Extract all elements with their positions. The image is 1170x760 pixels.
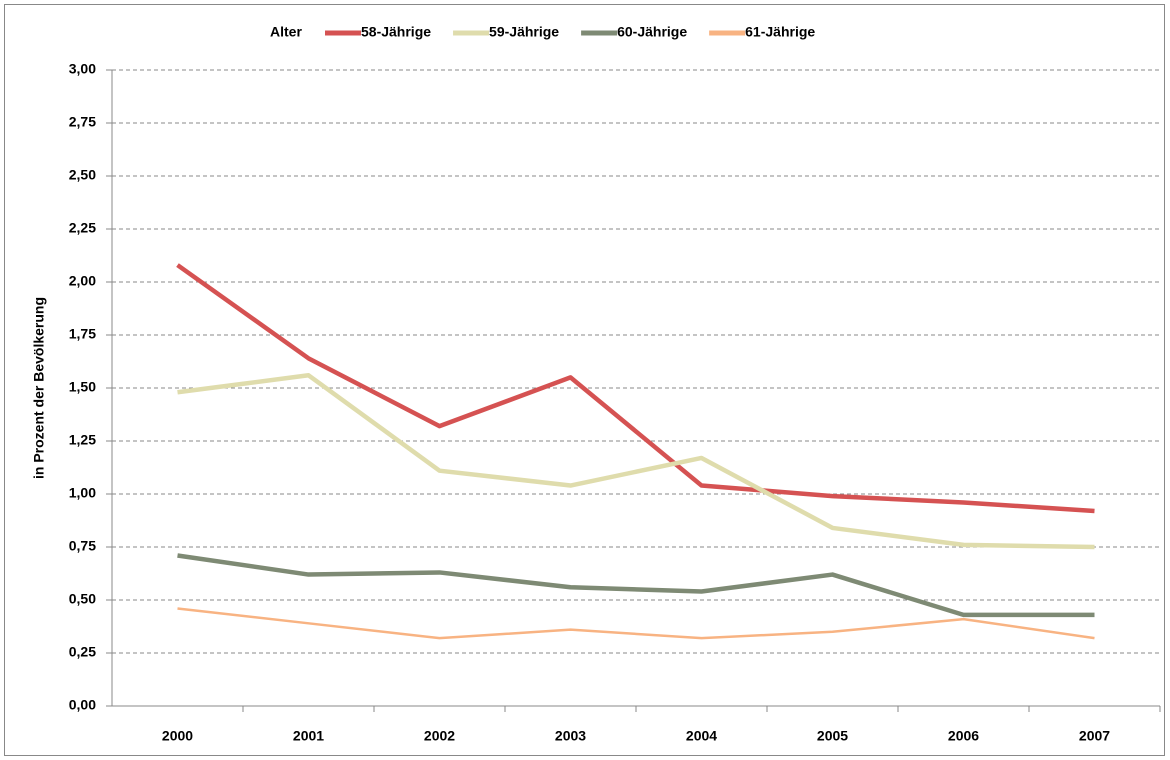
y-tick-label: 2,00 [69,273,96,289]
series-line [177,373,1095,550]
y-tick-label: 0,00 [69,697,96,713]
y-tick-label: 2,25 [69,220,96,236]
chart-frame [4,4,1165,756]
x-tick-label: 2000 [162,728,193,744]
x-tick-label: 2006 [948,728,979,744]
series-line [177,607,1095,640]
legend-label: 60-Jährige [617,24,687,40]
y-tick-label: 1,75 [69,326,96,342]
y-tick-label: 0,50 [69,591,96,607]
x-tick-label: 2003 [555,728,586,744]
y-tick-label: 3,00 [69,61,96,77]
x-tick-label: 2005 [817,728,848,744]
y-tick-label: 0,75 [69,538,96,554]
x-tick-label: 2001 [293,728,324,744]
x-tick-label: 2002 [424,728,455,744]
legend-label: 59-Jährige [489,24,559,40]
y-tick-label: 1,50 [69,379,96,395]
legend-title: Alter [270,24,302,40]
x-tick-label: 2007 [1079,728,1110,744]
y-tick-label: 0,25 [69,644,96,660]
x-tick-label: 2004 [686,728,717,744]
y-tick-label: 1,25 [69,432,96,448]
y-axis-label: in Prozent der Bevölkerung [31,297,47,479]
series-line [176,263,1095,514]
legend-label: 61-Jährige [745,24,815,40]
y-tick-label: 2,50 [69,167,96,183]
y-tick-label: 1,00 [69,485,96,501]
legend-label: 58-Jährige [361,24,431,40]
series-line [177,553,1095,618]
y-tick-label: 2,75 [69,114,96,130]
